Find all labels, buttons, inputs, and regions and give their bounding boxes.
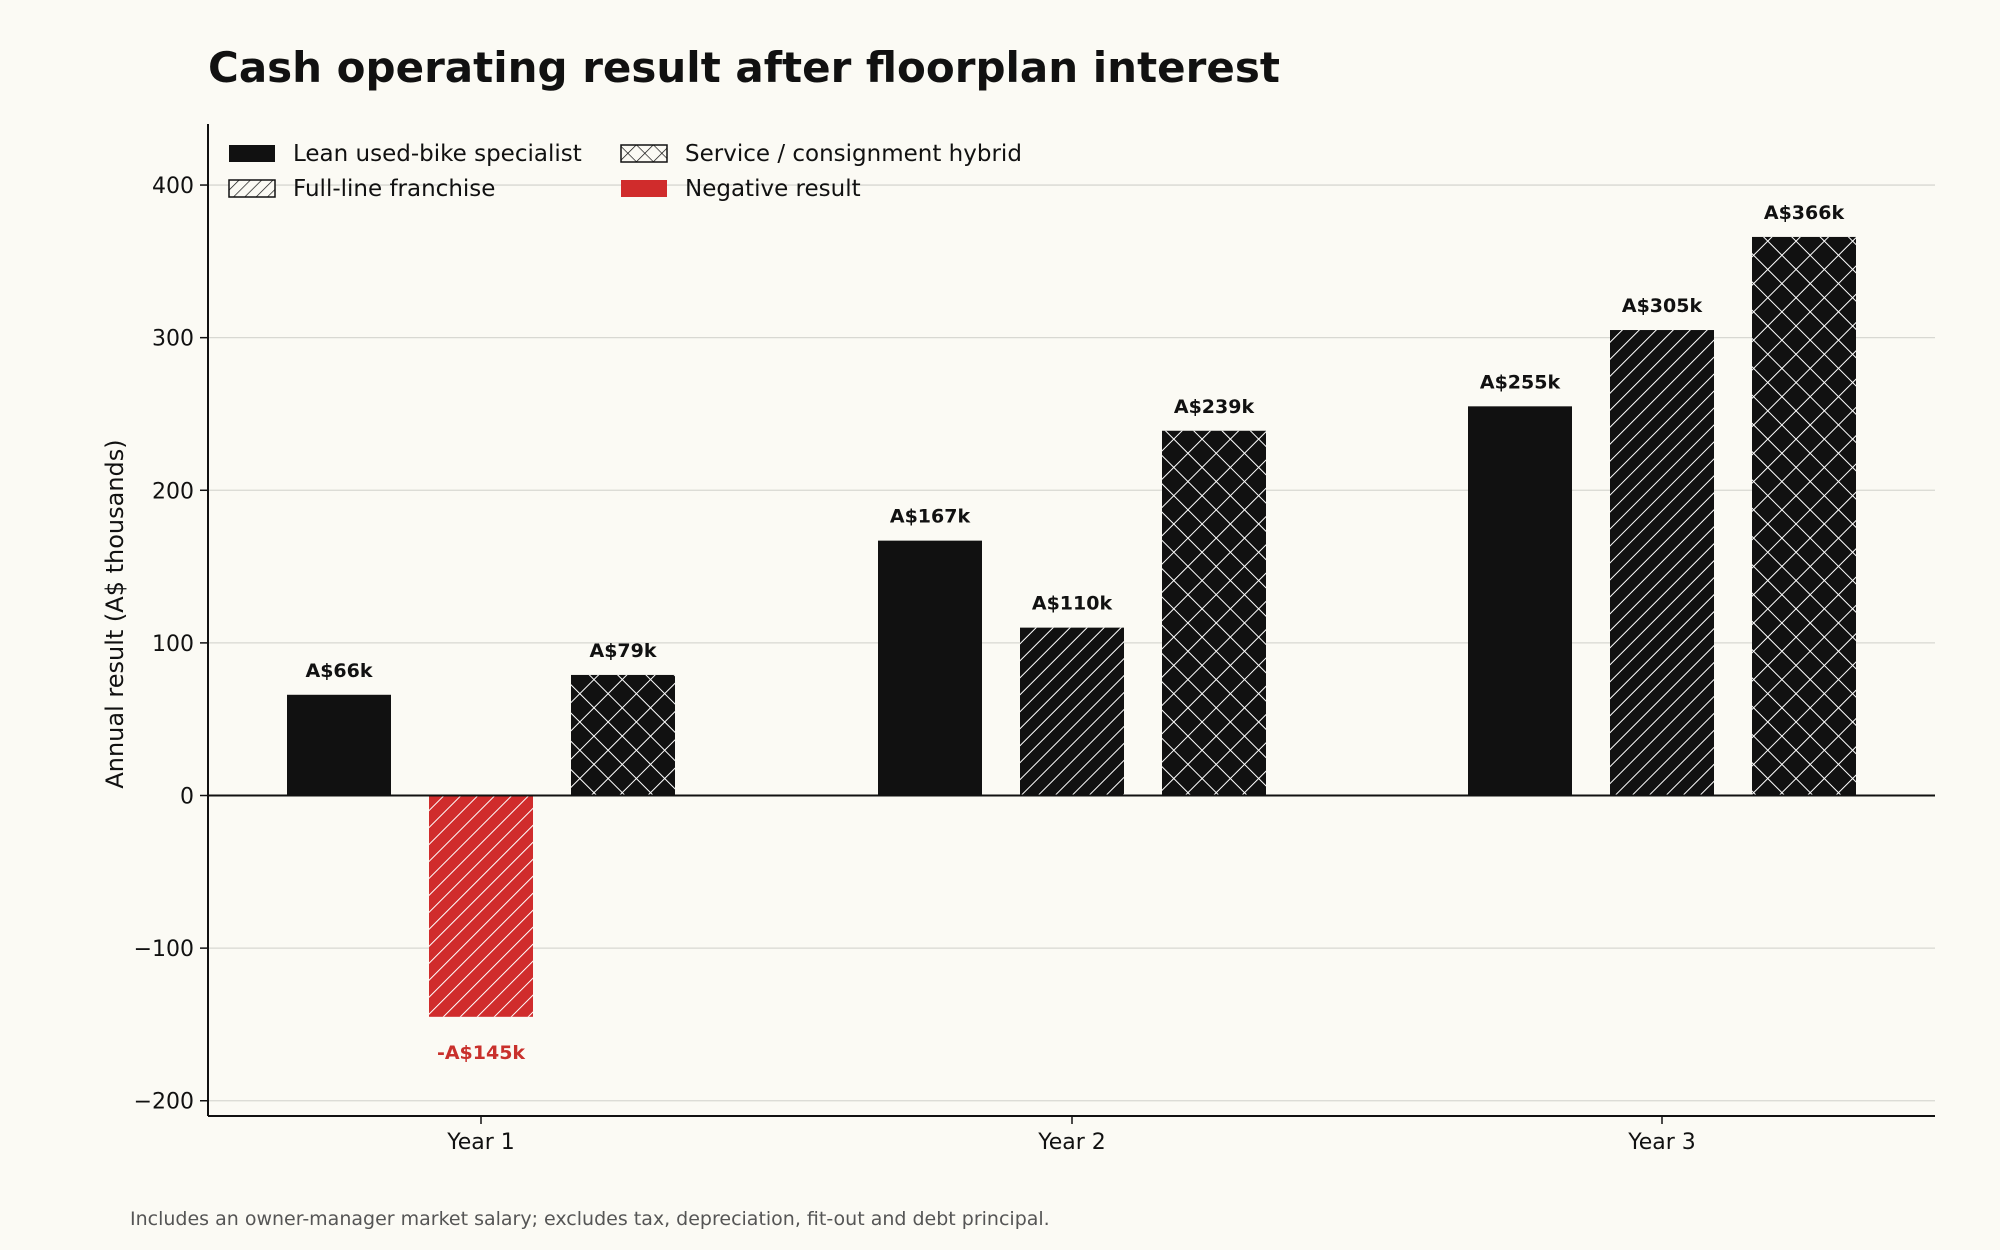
legend-label: Negative result	[685, 176, 861, 202]
y-axis-label: Annual result (A$ thousands)	[101, 439, 129, 788]
bar-2-1	[429, 795, 533, 1017]
bars	[287, 236, 1856, 1017]
data-label: A$79k	[589, 640, 656, 662]
bar-2-2	[1020, 627, 1124, 796]
legend-item: Negative result	[621, 176, 861, 202]
bar-1-3	[1468, 406, 1572, 796]
x-tick-label: Year 2	[1037, 1130, 1106, 1155]
x-tick-label: Year 1	[446, 1130, 515, 1155]
bar-1-1	[287, 694, 391, 796]
y-tick-label: 200	[152, 479, 194, 504]
data-label: A$366k	[1764, 202, 1845, 224]
legend-swatch	[621, 180, 667, 197]
x-axis-ticks: Year 1 Year 2 Year 3	[446, 1116, 1696, 1155]
chart-title: Cash operating result after floorplan in…	[208, 43, 1280, 92]
y-tick-label: −100	[134, 937, 194, 962]
y-tick-label: 0	[180, 785, 194, 810]
data-label: A$66k	[305, 660, 372, 682]
legend-label: Full-line franchise	[293, 176, 495, 202]
legend-item: Full-line franchise	[228, 176, 495, 202]
data-label: A$255k	[1480, 371, 1561, 393]
y-tick-label: 100	[152, 632, 194, 657]
data-label: -A$145k	[437, 1042, 525, 1064]
legend-item: Lean used-bike specialist	[229, 141, 582, 167]
bar-3-1	[571, 674, 675, 796]
legend-swatch	[229, 145, 275, 162]
bar-1-2	[878, 540, 982, 796]
legend: Lean used-bike specialist Full-line franc…	[228, 141, 1022, 202]
legend-item: Service / consignment hybrid	[620, 141, 1022, 167]
legend-swatch	[228, 179, 276, 198]
x-tick-label: Year 3	[1627, 1130, 1696, 1155]
legend-label: Service / consignment hybrid	[685, 141, 1022, 167]
data-label: A$110k	[1032, 593, 1113, 615]
y-tick-label: 400	[152, 174, 194, 199]
bar-2-3	[1610, 330, 1714, 796]
bar-3-2	[1162, 430, 1266, 796]
legend-swatch	[620, 144, 668, 163]
y-tick-label: −200	[134, 1090, 194, 1115]
data-labels: A$66k A$167k A$255k -A$145k A$110k A$305k A$79…	[305, 202, 1844, 1064]
y-tick-label: 300	[152, 327, 194, 352]
data-label: A$239k	[1174, 396, 1255, 418]
footnote: Includes an owner-manager market salary;…	[130, 1208, 1050, 1230]
data-label: A$167k	[890, 506, 971, 528]
y-axis-ticks: −200 −100 0 100 200 300 400	[134, 174, 208, 1115]
bar-3-3	[1752, 236, 1856, 796]
legend-label: Lean used-bike specialist	[293, 141, 582, 167]
data-label: A$305k	[1622, 295, 1703, 317]
